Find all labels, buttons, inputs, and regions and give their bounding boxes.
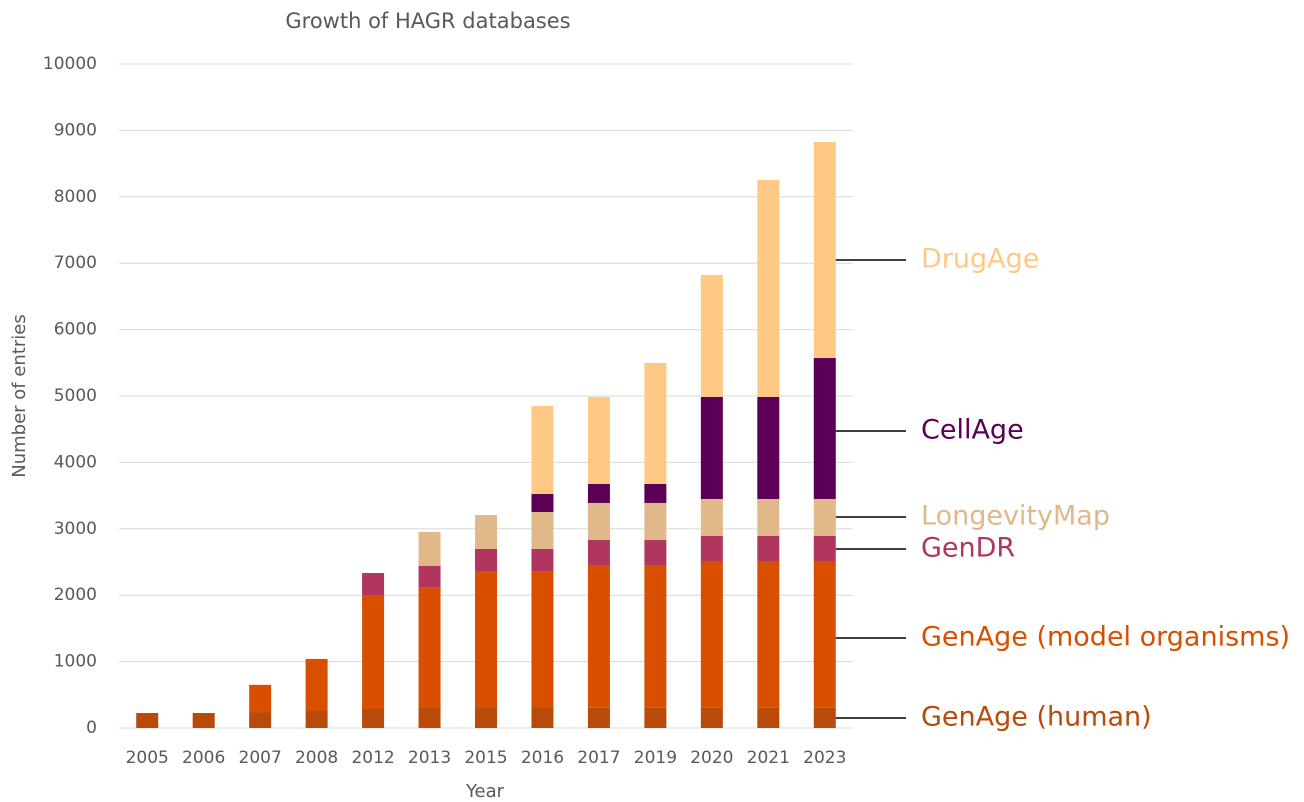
bar-segment bbox=[531, 571, 554, 709]
legend-label: GenDR bbox=[921, 533, 1015, 564]
x-tick-label: 2023 bbox=[803, 748, 846, 768]
bar-segment bbox=[700, 396, 723, 499]
bar-segment bbox=[531, 406, 554, 495]
bar-segment bbox=[531, 548, 554, 572]
bar-segment bbox=[531, 708, 554, 728]
bar-segment bbox=[362, 573, 385, 596]
bar-segment bbox=[362, 595, 385, 710]
y-tick-label: 4000 bbox=[54, 452, 97, 472]
bar-segment bbox=[700, 561, 723, 708]
bar-segment bbox=[813, 561, 836, 708]
legend-label: LongevityMap bbox=[921, 501, 1110, 532]
bar-segment bbox=[700, 275, 723, 397]
y-tick-label: 8000 bbox=[54, 187, 97, 207]
y-tick-label: 5000 bbox=[54, 386, 97, 406]
bar-segment bbox=[757, 396, 780, 499]
bar-segment bbox=[249, 712, 272, 728]
bar-segment bbox=[531, 512, 554, 549]
x-tick-label: 2015 bbox=[464, 748, 507, 768]
bar-segment bbox=[644, 483, 667, 503]
y-tick-label: 6000 bbox=[54, 320, 97, 340]
y-tick-label: 10000 bbox=[43, 54, 97, 74]
legend-label: GenAge (model organisms) bbox=[921, 622, 1290, 653]
y-tick-label: 1000 bbox=[54, 652, 97, 672]
bar-segment bbox=[757, 535, 780, 562]
bar-segment bbox=[305, 711, 328, 728]
y-tick-label: 7000 bbox=[54, 253, 97, 273]
bar-segment bbox=[757, 561, 780, 708]
x-tick-label: 2017 bbox=[577, 748, 620, 768]
bar-segment bbox=[587, 564, 610, 708]
bar-segment bbox=[305, 658, 328, 712]
bar-segment bbox=[757, 498, 780, 536]
bar-segment bbox=[418, 565, 441, 588]
bar-segment bbox=[475, 548, 497, 572]
x-tick-label: 2016 bbox=[521, 748, 564, 768]
bar-segment bbox=[813, 535, 836, 562]
bar-segment bbox=[757, 180, 780, 397]
bar-segment bbox=[813, 358, 836, 499]
y-tick-label: 3000 bbox=[54, 519, 97, 539]
bar-segment bbox=[362, 709, 385, 728]
bar-segment bbox=[644, 362, 667, 484]
bar-segment bbox=[136, 712, 159, 728]
bar-segment bbox=[418, 708, 441, 728]
x-tick-label: 2012 bbox=[351, 748, 394, 768]
bar-segment bbox=[813, 498, 836, 536]
chart-title: Growth of HAGR databases bbox=[285, 9, 570, 33]
bar-segment bbox=[475, 708, 497, 728]
x-tick-label: 2007 bbox=[239, 748, 282, 768]
bar-segment bbox=[418, 531, 441, 566]
bar-segment bbox=[475, 514, 497, 549]
bar-segment bbox=[587, 540, 610, 565]
x-tick-label: 2006 bbox=[182, 748, 225, 768]
bar-segment bbox=[587, 502, 610, 541]
bar-segment bbox=[644, 564, 667, 708]
bar-segment bbox=[249, 684, 272, 713]
bar-segment bbox=[587, 707, 610, 728]
x-tick-label: 2013 bbox=[408, 748, 451, 768]
bar-segment bbox=[700, 707, 723, 728]
bar-segment bbox=[700, 498, 723, 536]
x-tick-label: 2020 bbox=[690, 748, 733, 768]
bar-segment bbox=[757, 707, 780, 728]
x-tick-label: 2019 bbox=[634, 748, 677, 768]
x-tick-label: 2008 bbox=[295, 748, 338, 768]
y-tick-label: 9000 bbox=[54, 120, 97, 140]
legend-label: CellAge bbox=[921, 415, 1024, 446]
bar-segment bbox=[475, 571, 497, 709]
x-tick-label: 2021 bbox=[747, 748, 790, 768]
legend-label: GenAge (human) bbox=[921, 702, 1152, 733]
x-tick-label: 2005 bbox=[126, 748, 169, 768]
legend-label: DrugAge bbox=[921, 244, 1039, 275]
bar-segment bbox=[813, 707, 836, 728]
bar-segment bbox=[813, 142, 836, 359]
bar-segment bbox=[418, 587, 441, 709]
bar-segment bbox=[644, 502, 667, 541]
bar-segment bbox=[700, 535, 723, 562]
y-tick-label: 2000 bbox=[54, 585, 97, 605]
bar-segment bbox=[644, 707, 667, 728]
bar-segment bbox=[644, 540, 667, 565]
bar-segment bbox=[587, 483, 610, 503]
y-tick-label: 0 bbox=[86, 718, 97, 738]
y-axis-label: Number of entries bbox=[9, 314, 30, 478]
bar-segment bbox=[192, 712, 215, 728]
bar-segment bbox=[587, 396, 610, 484]
x-axis-label: Year bbox=[465, 781, 505, 802]
bar-segment bbox=[531, 494, 554, 513]
